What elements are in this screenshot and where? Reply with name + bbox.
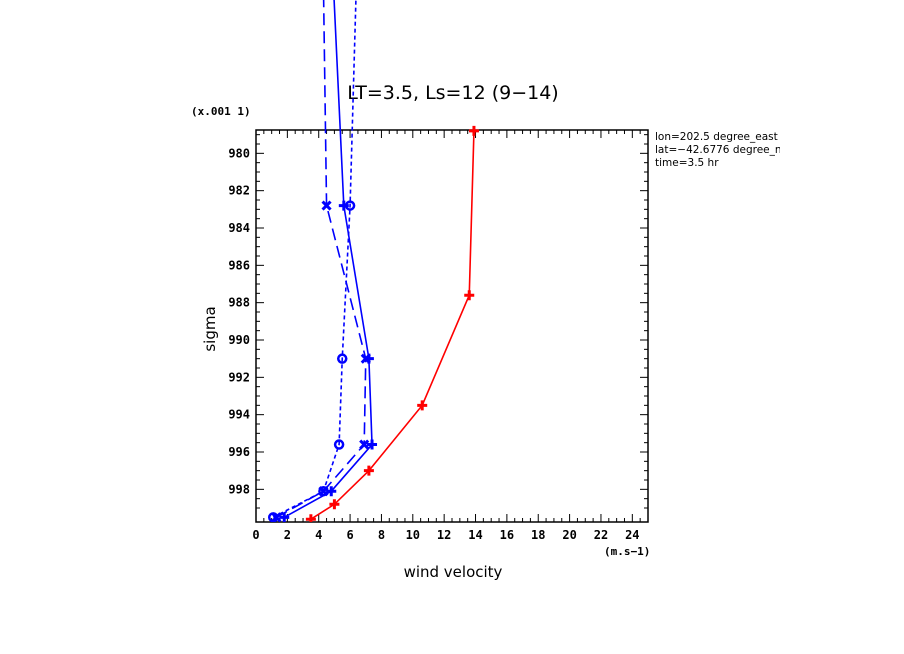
y-tick-label: 980 <box>228 146 250 160</box>
axis-ticks: 0 2 4 6 8 10 12 14 16 18 20 22 249809829849869889909… <box>228 130 649 542</box>
y-tick-label: 984 <box>228 221 250 235</box>
x-tick-label: 0 <box>252 528 259 542</box>
series-layer <box>267 0 479 522</box>
series-3 <box>267 0 357 522</box>
x-tick-label: 12 <box>437 528 451 542</box>
plot-frame <box>255 129 649 523</box>
x-tick-label: 6 <box>346 528 353 542</box>
info-time: time=3.5 hr <box>655 157 719 169</box>
data-point <box>363 465 374 476</box>
x-tick-label: 8 <box>378 528 385 542</box>
series-line <box>283 0 373 519</box>
y-tick-label: 986 <box>228 258 250 272</box>
data-point <box>417 400 428 411</box>
data-point <box>464 290 475 301</box>
x-tick-label: 24 <box>625 528 639 542</box>
data-point <box>344 200 356 211</box>
y-tick-label: 998 <box>228 482 250 496</box>
y-tick-label: 992 <box>228 370 250 384</box>
data-point <box>359 439 370 450</box>
info-lon: lon=202.5 degree_east <box>655 131 778 143</box>
x-tick-label: 4 <box>315 528 322 542</box>
data-point <box>329 499 340 510</box>
x-tick-label: 14 <box>468 528 482 542</box>
x-tick-label: 2 <box>284 528 291 542</box>
series-line <box>275 0 367 519</box>
data-point <box>360 353 371 364</box>
y-tick-label: 994 <box>228 408 250 422</box>
y-tick-label: 990 <box>228 333 250 347</box>
series-line <box>272 0 357 519</box>
data-point <box>336 353 348 364</box>
series-0 <box>305 125 479 522</box>
x-axis-label: wind velocity <box>404 563 503 581</box>
x-tick-label: 10 <box>406 528 420 542</box>
info-lat: lat=−42.6776 degree_north <box>655 144 803 156</box>
data-point <box>279 512 290 522</box>
y-tick-label: 988 <box>228 296 250 310</box>
x-tick-label: 16 <box>500 528 514 542</box>
chart-title: LT=3.5, Ls=12 (9−14) <box>347 82 558 104</box>
y-axis-label: sigma <box>201 306 219 351</box>
series-2 <box>271 0 371 522</box>
x-tick-label: 20 <box>562 528 576 542</box>
info-block: lon=202.5 degree_east lat=−42.6776 degre… <box>655 131 803 169</box>
data-point <box>267 512 279 522</box>
x-tick-label: 22 <box>594 528 608 542</box>
data-point <box>305 514 316 522</box>
series-line <box>310 130 475 520</box>
data-point <box>468 125 479 136</box>
y-tick-label: 996 <box>228 445 250 459</box>
data-point <box>367 439 378 450</box>
data-point <box>321 200 332 211</box>
y-scale-label: (x.001 1) <box>191 105 251 118</box>
x-unit-label: (m.s−1) <box>604 545 650 558</box>
data-point <box>333 439 345 450</box>
y-tick-label: 982 <box>228 184 250 198</box>
data-point <box>318 485 329 497</box>
x-tick-label: 18 <box>531 528 545 542</box>
